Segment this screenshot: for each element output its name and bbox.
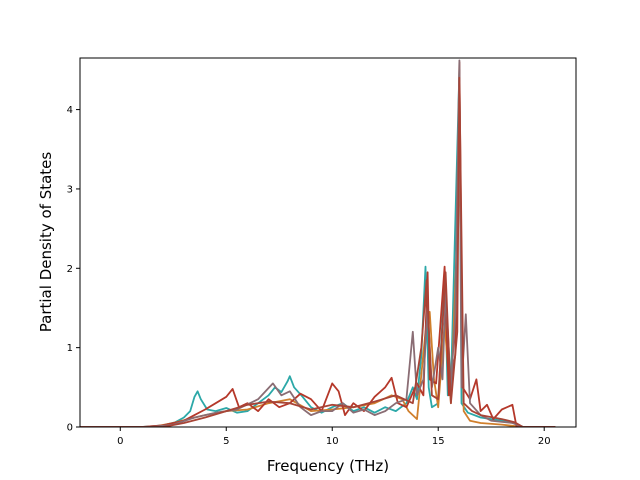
- x-tick-label: 10: [326, 436, 339, 447]
- x-axis: 0 5 10 15 20: [117, 427, 551, 447]
- series-layer: [80, 59, 556, 427]
- x-tick-label: 20: [538, 436, 551, 447]
- y-tick-label: 1: [67, 343, 73, 354]
- series-line-3: [80, 61, 556, 427]
- x-axis-title: Frequency (THz): [267, 457, 389, 475]
- y-tick-label: 3: [67, 184, 73, 195]
- plot-background: [80, 58, 576, 427]
- y-tick-label: 0: [67, 423, 73, 434]
- y-axis: 0 1 2 3 4: [67, 105, 80, 434]
- y-tick-label: 4: [67, 105, 73, 116]
- y-tick-label: 2: [67, 264, 73, 275]
- series-line-5: [80, 76, 556, 427]
- plot-frame: [79, 57, 577, 428]
- x-tick-label: 5: [223, 436, 229, 447]
- x-tick-label: 0: [117, 436, 123, 447]
- y-axis-title: Partial Density of States: [37, 152, 55, 333]
- x-tick-label: 15: [432, 436, 445, 447]
